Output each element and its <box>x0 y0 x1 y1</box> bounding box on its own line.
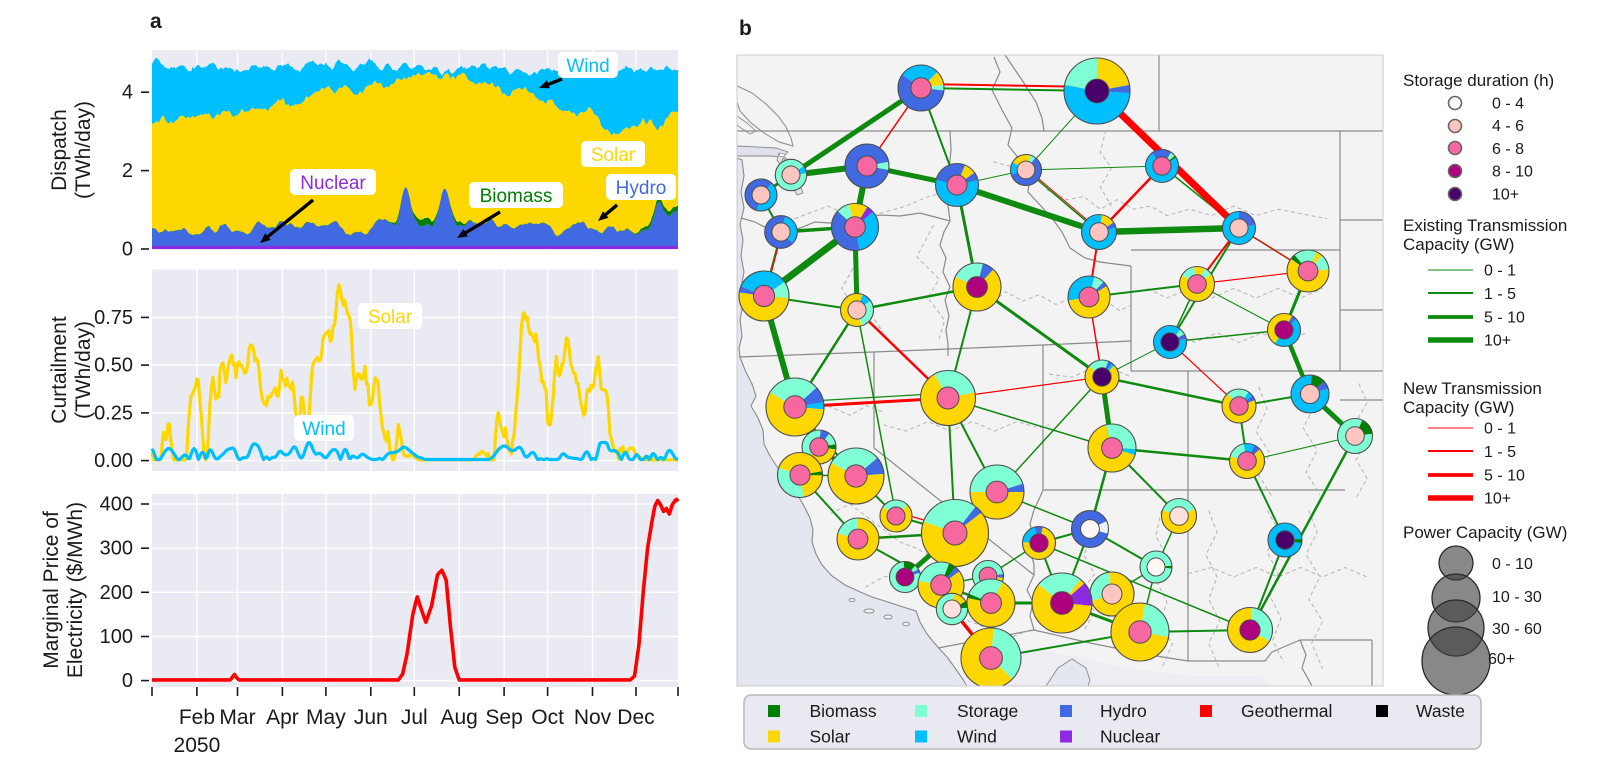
svg-text:Biomass: Biomass <box>810 701 877 721</box>
svg-text:30 - 60: 30 - 60 <box>1492 621 1542 638</box>
svg-text:0 - 10: 0 - 10 <box>1492 556 1533 573</box>
svg-text:Geothermal: Geothermal <box>1241 701 1332 721</box>
svg-text:8 - 10: 8 - 10 <box>1492 164 1533 181</box>
svg-text:0.75: 0.75 <box>94 307 133 329</box>
svg-text:10+: 10+ <box>1484 333 1511 350</box>
svg-text:Wind: Wind <box>566 56 609 77</box>
svg-text:10+: 10+ <box>1484 491 1511 508</box>
svg-text:b: b <box>739 17 752 40</box>
svg-text:200: 200 <box>100 582 133 604</box>
svg-text:0.50: 0.50 <box>94 355 133 377</box>
svg-text:Storage duration (h): Storage duration (h) <box>1403 71 1554 90</box>
svg-text:Sep: Sep <box>485 706 522 729</box>
svg-text:Apr: Apr <box>266 706 299 729</box>
svg-text:Solar: Solar <box>591 145 636 166</box>
svg-text:Mar: Mar <box>219 706 255 729</box>
svg-text:Aug: Aug <box>441 706 478 729</box>
svg-text:0: 0 <box>122 239 133 261</box>
svg-text:Electricity ($/MWh): Electricity ($/MWh) <box>64 502 87 678</box>
svg-text:4: 4 <box>122 82 133 104</box>
svg-text:Nuclear: Nuclear <box>300 173 366 194</box>
svg-text:0 - 1: 0 - 1 <box>1484 263 1516 280</box>
svg-text:May: May <box>306 706 346 729</box>
svg-text:Jun: Jun <box>354 706 388 729</box>
svg-text:Oct: Oct <box>531 706 564 729</box>
svg-text:1 - 5: 1 - 5 <box>1484 286 1516 303</box>
svg-text:10 - 30: 10 - 30 <box>1492 589 1542 606</box>
svg-text:New Transmission: New Transmission <box>1403 379 1542 398</box>
svg-text:Solar: Solar <box>810 727 851 747</box>
svg-text:400: 400 <box>100 494 133 516</box>
svg-text:Power Capacity (GW): Power Capacity (GW) <box>1403 523 1567 542</box>
svg-text:(TWh/day): (TWh/day) <box>72 321 95 419</box>
svg-text:Dec: Dec <box>617 706 654 729</box>
svg-text:Hydro: Hydro <box>616 178 667 199</box>
svg-text:5 - 10: 5 - 10 <box>1484 467 1525 484</box>
svg-text:Wind: Wind <box>957 727 997 747</box>
svg-text:0.25: 0.25 <box>94 402 133 424</box>
svg-text:Dispatch: Dispatch <box>48 109 71 191</box>
svg-text:Storage: Storage <box>957 701 1018 721</box>
svg-text:Solar: Solar <box>368 307 413 328</box>
svg-text:300: 300 <box>100 538 133 560</box>
svg-text:6 - 8: 6 - 8 <box>1492 141 1524 158</box>
svg-text:Biomass: Biomass <box>480 186 553 207</box>
svg-text:Marginal Price of: Marginal Price of <box>40 511 63 669</box>
svg-text:a: a <box>150 10 162 33</box>
svg-text:0 - 4: 0 - 4 <box>1492 96 1524 113</box>
svg-text:Capacity (GW): Capacity (GW) <box>1403 398 1514 417</box>
svg-text:Jul: Jul <box>401 706 428 729</box>
svg-text:2050: 2050 <box>174 734 221 757</box>
svg-text:2: 2 <box>122 160 133 182</box>
svg-text:0: 0 <box>122 670 133 692</box>
svg-text:4 - 6: 4 - 6 <box>1492 118 1524 135</box>
svg-text:Nuclear: Nuclear <box>1100 727 1160 747</box>
svg-text:Nov: Nov <box>574 706 612 729</box>
svg-text:10+: 10+ <box>1492 186 1519 203</box>
svg-text:0 - 1: 0 - 1 <box>1484 421 1516 438</box>
svg-text:5 - 10: 5 - 10 <box>1484 309 1525 326</box>
svg-text:Feb: Feb <box>179 706 215 729</box>
svg-text:60+: 60+ <box>1488 651 1515 668</box>
svg-text:Hydro: Hydro <box>1100 701 1147 721</box>
svg-text:Capacity (GW): Capacity (GW) <box>1403 235 1514 254</box>
svg-text:Existing Transmission: Existing Transmission <box>1403 216 1567 235</box>
svg-text:Wind: Wind <box>302 419 345 440</box>
svg-text:100: 100 <box>100 626 133 648</box>
svg-text:1 - 5: 1 - 5 <box>1484 444 1516 461</box>
svg-text:Waste: Waste <box>1416 701 1465 721</box>
svg-text:Curtailment: Curtailment <box>48 316 71 424</box>
svg-text:(TWh/day): (TWh/day) <box>72 101 95 199</box>
svg-text:0.00: 0.00 <box>94 450 133 472</box>
